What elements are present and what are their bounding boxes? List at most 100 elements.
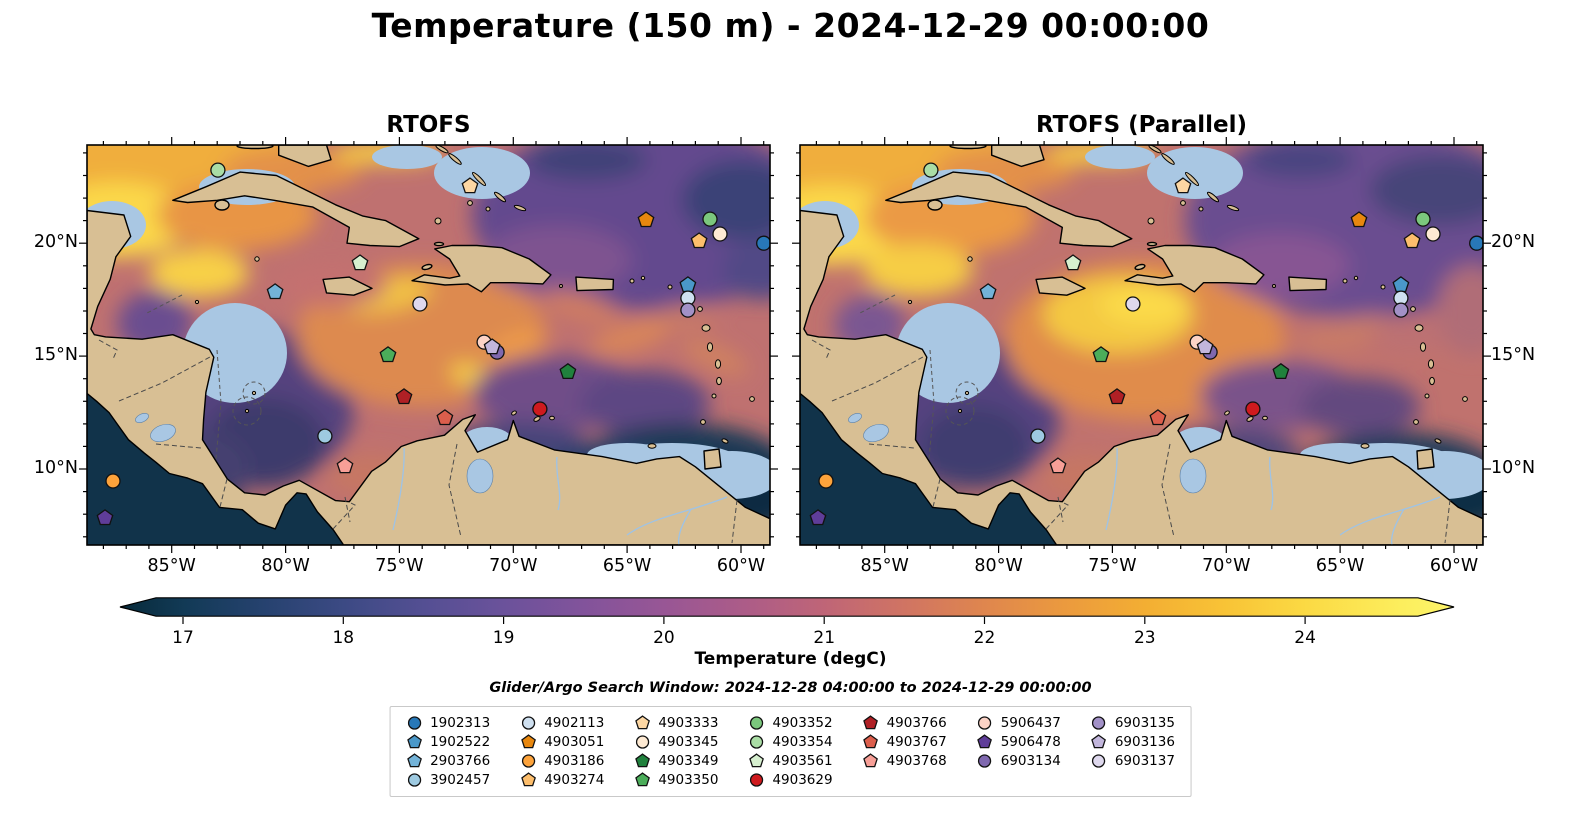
colorbar-tick-label: 24 [1294, 628, 1316, 648]
legend-item-6903136: 6903136 [1091, 734, 1175, 750]
map-rtofs-parallel [792, 137, 1491, 553]
platform-marker-4903561-pentagon-icon [1064, 254, 1082, 271]
legend-label: 4903766 [886, 715, 947, 731]
legend-circle-icon [978, 716, 992, 730]
platform-marker-6903137-circle-icon [412, 296, 428, 312]
map-panel-rtofs-parallel: RTOFS (Parallel) [792, 112, 1491, 553]
map-rtofs [79, 137, 778, 553]
map-panel-rtofs: RTOFS [79, 112, 778, 553]
platform-marker-2903766-pentagon-icon [406, 753, 422, 768]
x-tick-label: 80°W [974, 556, 1023, 576]
platform-marker-4903561-pentagon-icon [351, 254, 369, 271]
platform-marker-4903767-pentagon-icon [436, 409, 454, 426]
legend-pentagon-icon [1091, 734, 1107, 749]
platform-marker-2903766-pentagon-icon [979, 283, 997, 300]
platform-marker-4903354-circle-icon [749, 735, 764, 749]
legend-label: 6903135 [1114, 715, 1175, 731]
platform-marker-4903768-pentagon-icon [863, 753, 878, 768]
legend-label: 4903629 [772, 772, 833, 788]
x-tick-label: 65°W [1315, 556, 1365, 576]
legend-label: 4903333 [658, 715, 719, 731]
y-tick-label: 15°N [33, 345, 78, 366]
platform-marker-4903051-pentagon-icon [520, 734, 536, 749]
platform-marker-3902457-circle-icon [317, 428, 333, 444]
platform-marker-4903767-pentagon-icon [1149, 409, 1167, 426]
x-tick-label: 80°W [261, 556, 310, 576]
legend-item-5906478: 5906478 [977, 734, 1061, 750]
colorbar-svg: 17 18 19 20 21 22 23 24 [119, 597, 1455, 648]
platform-marker-4903766-pentagon-icon [1108, 388, 1126, 405]
legend-item-4903333: 4903333 [634, 715, 718, 731]
platform-marker-6903137-circle-icon [1092, 754, 1106, 768]
platform-marker-2903766-pentagon-icon [266, 283, 284, 300]
colorbar-tick-label: 20 [653, 628, 675, 648]
platform-marker-4903051-pentagon-icon [637, 211, 655, 228]
platform-marker-5906478-pentagon-icon [809, 509, 827, 526]
platform-marker-4903349-pentagon-icon [1272, 362, 1290, 380]
platform-marker-4903768-pentagon-icon [336, 457, 354, 474]
x-tick-label: 65°W [602, 556, 652, 576]
platform-marker-4903345-circle-icon [635, 735, 649, 749]
platform-marker-4903561-pentagon-icon [749, 753, 764, 768]
colorbar-tick-label: 21 [813, 628, 835, 648]
legend-pentagon-icon [634, 715, 650, 730]
legend-item-4903561: 4903561 [748, 753, 833, 769]
legend-item-4903629: 4903629 [748, 772, 833, 788]
legend-pentagon-icon [863, 715, 878, 730]
platform-marker-4903350-pentagon-icon [379, 346, 397, 363]
platform-marker-4903333-pentagon-icon [634, 715, 650, 730]
legend-pentagon-icon [863, 753, 878, 768]
legend-label: 4903352 [772, 715, 833, 731]
x-tick-label: 60°W [1429, 556, 1479, 576]
platform-marker-4903629-circle-icon [749, 773, 764, 787]
platform-legend: 1902313 1902522 2903766 3902457 4902113 49030… [389, 706, 1192, 797]
x-tick-label: 85°W [147, 556, 196, 576]
platform-marker-4903766-pentagon-icon [395, 388, 413, 405]
legend-label: 4903186 [544, 753, 605, 769]
legend-item-5906437: 5906437 [977, 715, 1061, 731]
x-tick-label: 70°W [1202, 556, 1251, 576]
legend-item-4903352: 4903352 [748, 715, 833, 731]
legend-column: 4903766 4903767 4903768 [863, 715, 947, 788]
platform-marker-4903350-pentagon-icon [1092, 346, 1110, 363]
platform-marker-4903629-circle-icon [1245, 401, 1261, 417]
axis-ticks [792, 137, 1491, 553]
platform-marker-4903186-circle-icon [105, 473, 121, 489]
legend-label: 4902113 [544, 715, 605, 731]
legend-column: 6903135 6903136 6903137 [1091, 715, 1175, 788]
platform-marker-4903768-pentagon-icon [1049, 457, 1067, 474]
legend-column: 1902313 1902522 2903766 3902457 [406, 715, 490, 788]
platform-marker-4903274-pentagon-icon [1403, 232, 1421, 249]
platform-marker-6903137-circle-icon [1125, 296, 1141, 312]
platform-marker-5906478-pentagon-icon [96, 509, 114, 526]
legend-pentagon-icon [634, 753, 650, 768]
platform-marker-4903354-circle-icon [210, 162, 226, 178]
platform-marker-6903135-circle-icon [680, 302, 696, 318]
legend-item-6903137: 6903137 [1091, 753, 1175, 769]
legend-item-4903274: 4903274 [520, 772, 604, 788]
platform-marker-6903136-pentagon-icon [1091, 734, 1107, 749]
legend-item-6903135: 6903135 [1091, 715, 1175, 731]
platform-marker-6903135-circle-icon [1092, 716, 1106, 730]
colorbar-ticks: 17 18 19 20 21 22 23 24 [172, 617, 1316, 648]
platform-marker-4903274-pentagon-icon [520, 772, 536, 787]
legend-circle-icon [1092, 754, 1106, 768]
legend-item-4903186: 4903186 [520, 753, 604, 769]
platform-marker-4903345-circle-icon [1425, 226, 1441, 242]
platform-marker-1902313-circle-icon [1469, 235, 1483, 251]
legend-label: 4903274 [544, 772, 605, 788]
colorbar: 17 18 19 20 21 22 23 24 [118, 597, 1456, 649]
legend-label: 5906478 [1000, 734, 1061, 750]
platform-marker-4903186-circle-icon [521, 754, 535, 768]
platform-marker-6903135-circle-icon [1393, 302, 1409, 318]
legend-item-4903767: 4903767 [863, 734, 947, 750]
legend-item-4903051: 4903051 [520, 734, 604, 750]
legend-pentagon-icon [749, 753, 764, 768]
legend-column: 5906437 5906478 6903134 [977, 715, 1061, 788]
subplot-title-rtofs-parallel: RTOFS (Parallel) [1035, 112, 1248, 138]
legend-item-4903349: 4903349 [634, 753, 718, 769]
legend-item-4902113: 4902113 [520, 715, 604, 731]
platform-marker-3902457-circle-icon [407, 773, 421, 787]
platform-marker-1902313-circle-icon [756, 235, 770, 251]
legend-label: 1902522 [430, 734, 491, 750]
